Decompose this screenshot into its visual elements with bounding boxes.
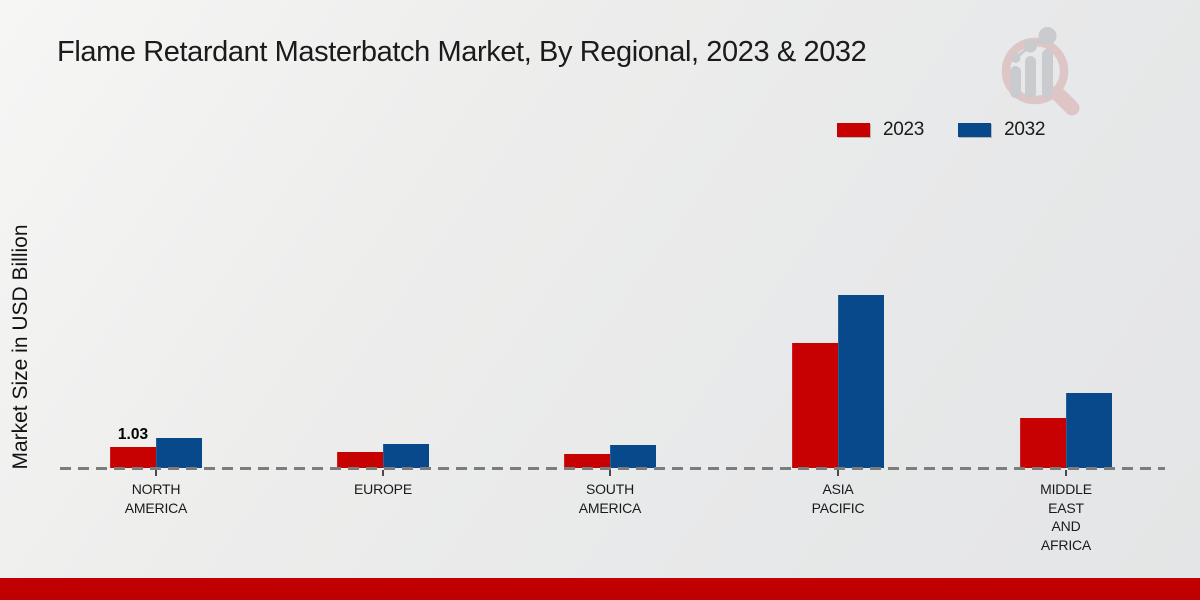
legend-label-2023: 2023 [883,119,925,140]
bar-2023-europe [337,452,383,468]
bar-2032-south-america [610,445,656,468]
x-axis-tick-europe [382,470,384,476]
x-axis-category-label-north-america: NORTH AMERICA [124,481,188,516]
chart-title: Flame Retardant Masterbatch Market, By R… [57,36,867,68]
bar-2023-middle-east-and-africa [1020,418,1066,468]
legend-swatch-2023 [837,123,870,137]
x-axis-category-label-south-america: SOUTH AMERICA [578,481,642,516]
bar-2032-asia-pacific [838,295,884,468]
zero-baseline-dashed [60,467,1165,470]
x-axis-category-label-asia-pacific: ASIA PACIFIC [811,481,865,516]
x-axis-category-label-middle-east-and-africa: MIDDLE EAST AND AFRICA [1040,481,1092,553]
legend-item-2032: 2032 [958,119,1045,141]
legend-item-2023: 2023 [837,119,924,141]
bar-2032-north-america [156,438,202,468]
legend-label-2032: 2032 [1004,119,1046,140]
bar-2023-south-america [564,454,610,468]
x-axis-category-label-europe: EUROPE [354,481,412,497]
legend-swatch-2032 [958,123,992,137]
x-axis-tick-asia-pacific [837,470,839,476]
trend-line-icon [1014,34,1049,60]
bar-2023-asia-pacific [792,343,838,468]
x-axis-tick-south-america [609,470,611,476]
legend: 2023 2032 [837,119,1045,141]
bar-2023-north-america [110,447,156,468]
footer-accent-bar [0,578,1200,600]
bar-2032-europe [383,444,429,468]
bar-2032-middle-east-and-africa [1066,393,1112,468]
x-axis-tick-middle-east-and-africa [1065,470,1067,476]
x-axis-tick-north-america [155,470,157,476]
magnifier-handle-icon [1049,85,1080,116]
data-label-2023-north-america: 1.03 [117,426,149,443]
magnifier-growth-chart-logo [1001,27,1080,116]
